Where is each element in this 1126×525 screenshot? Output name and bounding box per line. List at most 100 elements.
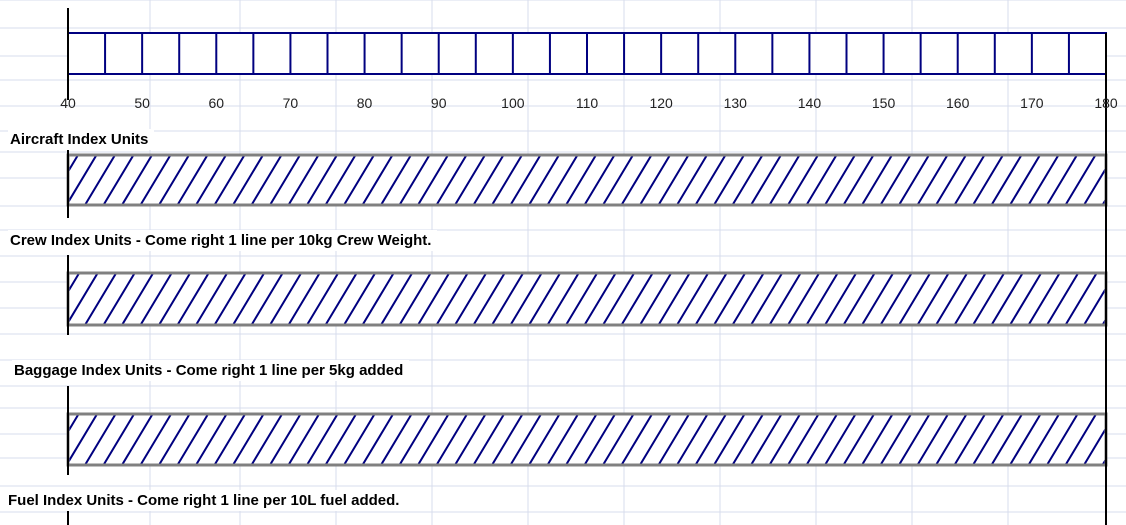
hatch-line	[1009, 155, 1041, 205]
hatch-lines	[68, 155, 1106, 205]
hatch-line	[787, 155, 819, 205]
hatch-line	[324, 273, 358, 325]
hatch-line	[879, 273, 913, 325]
hatch-line	[417, 414, 450, 465]
hatch-line	[1121, 414, 1126, 465]
hatch-line	[380, 155, 412, 205]
hatch-line	[121, 414, 154, 465]
scale-tick-label: 50	[134, 95, 150, 111]
scale-tick-label: 140	[797, 95, 822, 111]
hatch-line	[435, 273, 469, 325]
hatch-line	[121, 273, 155, 325]
hatch-line	[1027, 414, 1060, 465]
hatch-line	[1009, 273, 1043, 325]
hatch-line	[250, 273, 284, 325]
hatch-line	[694, 414, 727, 465]
hatch-line	[861, 414, 894, 465]
scale-tick-label: 90	[430, 95, 447, 111]
hatch-line	[195, 155, 227, 205]
hatch-line	[602, 155, 634, 205]
hatch-line	[805, 414, 838, 465]
aircraft-index-label: Aircraft Index Units	[8, 129, 155, 150]
hatch-line	[213, 414, 246, 465]
hatch-line	[84, 414, 117, 465]
hatch-line	[472, 414, 505, 465]
hatch-line	[750, 414, 783, 465]
hatch-line	[287, 273, 321, 325]
hatch-line	[565, 273, 599, 325]
hatch-line	[879, 414, 912, 465]
hatch-line	[694, 273, 728, 325]
hatch-line	[953, 414, 986, 465]
hatch-line	[68, 273, 99, 325]
hatch-line	[935, 155, 967, 205]
scale-tick-label: 80	[356, 95, 373, 111]
hatch-line	[1046, 414, 1079, 465]
hatch-line	[528, 273, 562, 325]
hatch-line	[491, 155, 523, 205]
hatch-line	[361, 273, 395, 325]
hatch-line	[898, 414, 931, 465]
hatch-line	[121, 155, 153, 205]
hatch-line	[824, 273, 858, 325]
hatch-line	[1046, 155, 1078, 205]
hatch-line	[250, 414, 283, 465]
scale-tick-label: 70	[282, 95, 299, 111]
hatch-line	[916, 414, 949, 465]
hatch-line	[417, 273, 451, 325]
hatch-line	[565, 155, 597, 205]
hatch-line	[158, 155, 190, 205]
hatch-line	[68, 414, 80, 434]
hatch-line	[620, 273, 654, 325]
hatch-line	[306, 155, 338, 205]
fuel-index-label: Fuel Index Units - Come right 1 line per…	[6, 490, 406, 511]
hatch-line	[343, 414, 376, 465]
hatch-line	[269, 155, 301, 205]
hatch-line	[509, 414, 542, 465]
index-bar-fill	[68, 273, 1106, 325]
hatch-line	[1083, 166, 1106, 205]
hatch-line	[602, 414, 635, 465]
scale-tick-label: 180	[1094, 95, 1118, 111]
hatch-line	[546, 273, 580, 325]
hatch-line	[176, 273, 210, 325]
hatch-line	[768, 155, 801, 205]
hatch-line	[213, 155, 246, 205]
hatch-line	[731, 414, 764, 465]
hatch-line	[528, 155, 560, 205]
hatch-line	[731, 273, 765, 325]
hatch-line	[472, 273, 506, 325]
hatch-line	[898, 155, 930, 205]
baggage-index-label: Baggage Index Units - Come right 1 line …	[12, 360, 410, 381]
hatch-line	[824, 414, 857, 465]
hatch-line	[657, 155, 690, 205]
hatch-line	[546, 155, 579, 205]
hatch-line	[842, 414, 875, 465]
hatch-line	[398, 155, 431, 205]
hatch-line	[84, 273, 118, 325]
hatch-line	[768, 414, 801, 465]
hatch-line	[1027, 273, 1061, 325]
scale-tick-label: 160	[946, 95, 970, 111]
hatch-line	[1027, 155, 1060, 205]
hatch-line	[768, 273, 802, 325]
hatch-line	[546, 414, 579, 465]
hatch-line	[842, 273, 876, 325]
hatch-line	[472, 155, 505, 205]
hatch-line	[343, 155, 375, 205]
hatch-line	[139, 414, 172, 465]
scale-tick-label: 40	[60, 95, 76, 111]
hatch-line	[694, 155, 727, 205]
hatch-line	[713, 414, 746, 465]
hatch-line	[1009, 414, 1042, 465]
hatch-line	[953, 273, 987, 325]
hatch-line	[398, 414, 431, 465]
hatch-line	[454, 155, 486, 205]
hatch-line	[1083, 286, 1106, 325]
hatch-line	[528, 414, 561, 465]
hatch-line	[158, 414, 191, 465]
hatch-line	[269, 273, 303, 325]
hatch-line	[842, 155, 875, 205]
hatch-line	[657, 273, 691, 325]
